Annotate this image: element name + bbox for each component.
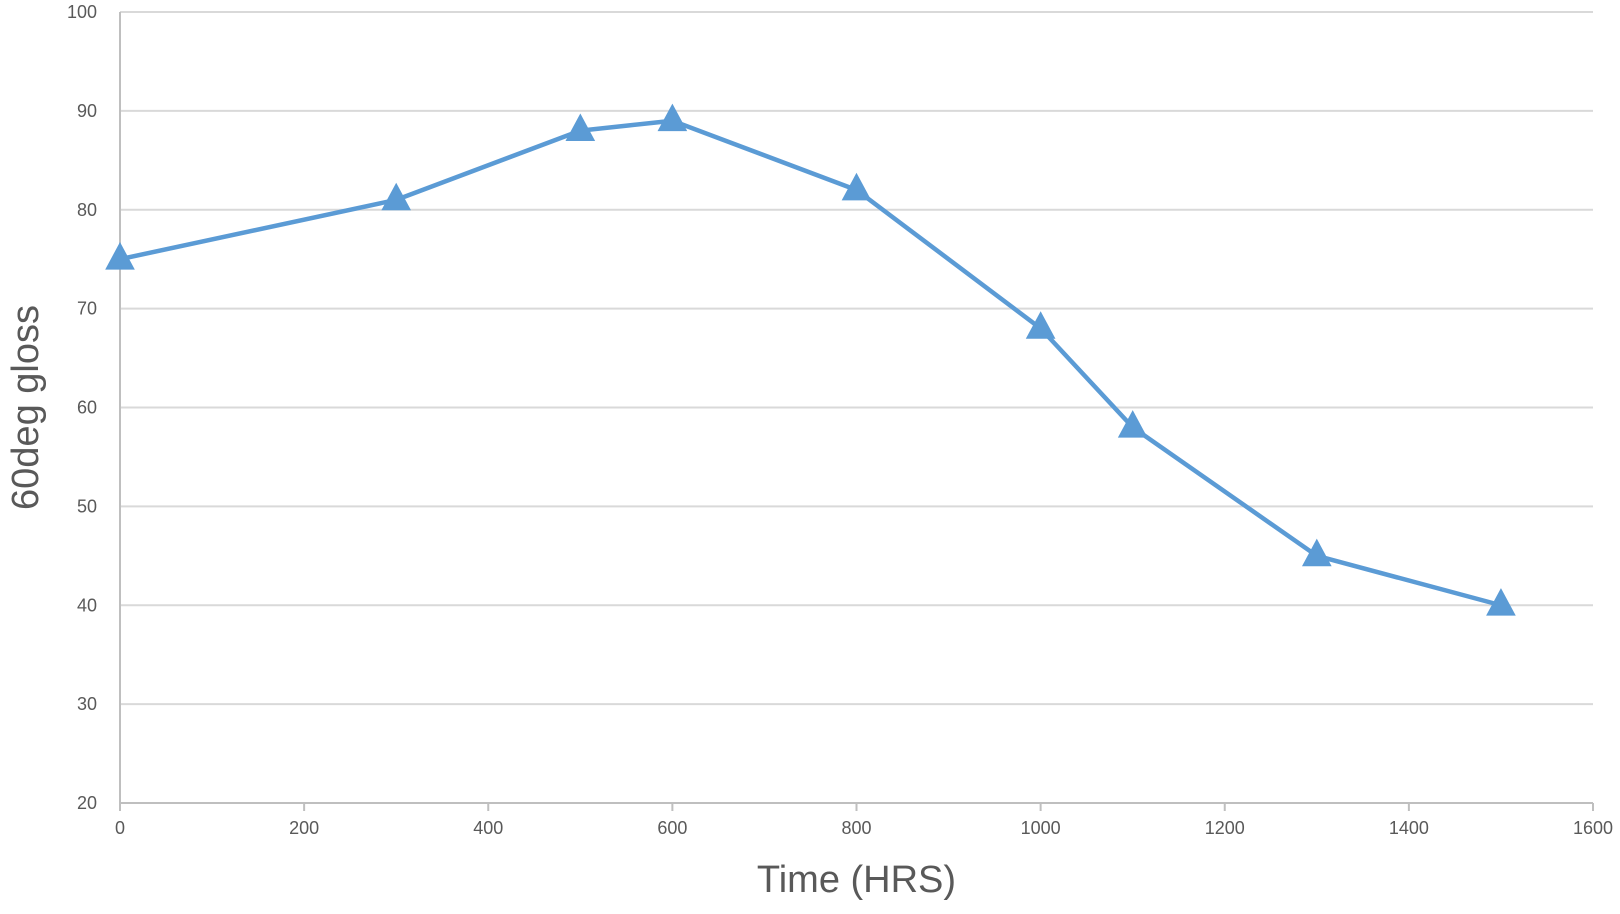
x-tick-label: 1000 [1021, 818, 1061, 838]
triangle-marker [1486, 588, 1516, 616]
triangle-marker [381, 182, 412, 211]
y-tick-label: 90 [77, 101, 97, 121]
y-tick-label: 20 [77, 793, 97, 813]
x-tick-label: 1200 [1205, 818, 1245, 838]
x-tick-labels: 0 200 400 600 800 1000 1200 1400 1600 [115, 818, 1613, 838]
y-tick-label: 100 [67, 2, 97, 22]
triangle-marker [105, 242, 135, 270]
triangle-marker [565, 113, 596, 142]
triangle-marker [1301, 538, 1332, 567]
gridlines [120, 11, 1593, 706]
x-axis-title: Time (HRS) [757, 859, 956, 901]
axes [119, 12, 1594, 811]
x-tick-label: 800 [841, 818, 871, 838]
y-tick-label: 80 [77, 200, 97, 220]
y-tick-label: 30 [77, 694, 97, 714]
y-tick-label: 70 [77, 299, 97, 319]
x-tick-label: 400 [473, 818, 503, 838]
y-tick-label: 50 [77, 496, 97, 516]
y-tick-label: 60 [77, 398, 97, 418]
y-tick-labels: 20 30 40 50 60 70 80 90 100 [67, 2, 97, 813]
triangle-marker [1117, 410, 1148, 438]
triangle-marker [841, 172, 872, 201]
marker-layer [105, 103, 1516, 616]
x-tick-label: 1600 [1573, 818, 1613, 838]
y-axis-title: 60deg gloss [5, 305, 47, 510]
triangle-marker [657, 103, 688, 132]
x-tick-label: 200 [289, 818, 319, 838]
series-line [117, 118, 1504, 608]
x-tick-label: 1400 [1389, 818, 1429, 838]
y-tick-label: 40 [77, 595, 97, 615]
x-tick-label: 600 [657, 818, 687, 838]
series-layer [117, 118, 1504, 608]
x-tick-label: 0 [115, 818, 125, 838]
triangle-marker [1025, 311, 1056, 339]
